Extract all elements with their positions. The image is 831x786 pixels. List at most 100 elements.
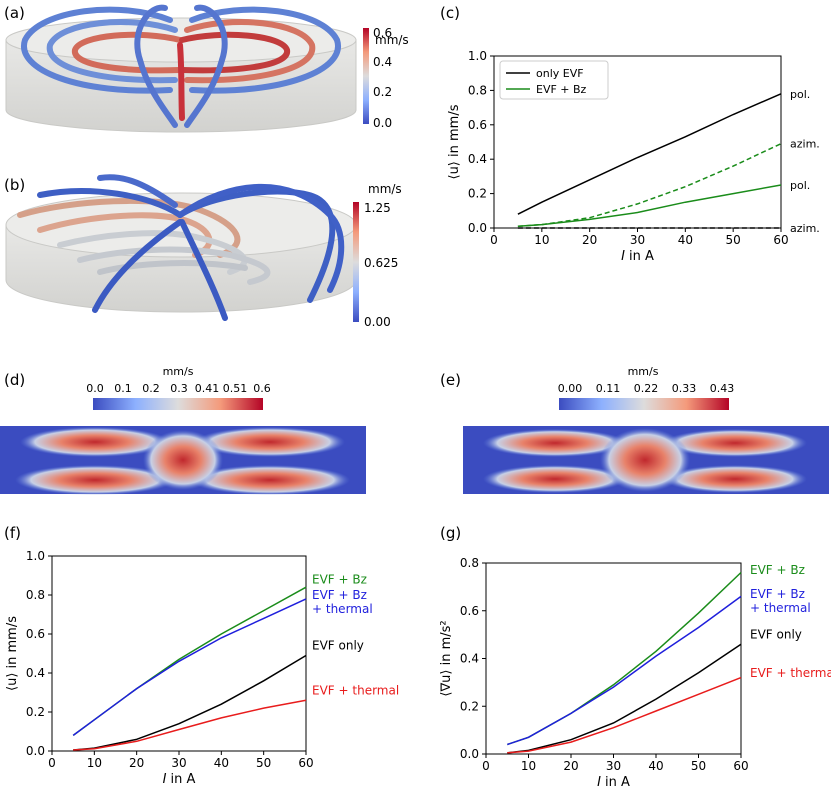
colorbar-a-tick-3: 0.0 [373,116,392,130]
annotation-c-3: azim. [790,222,820,235]
x-axis-label-f: I in A [163,772,196,786]
colorbar-a-tick-0: 0.6 [373,26,392,40]
y-tick-label-g-4: 0.8 [460,556,479,570]
colorbar-b-tick-1: 0.625 [364,256,398,270]
streamlines-a [21,4,341,128]
y-tick-label-c-0: 0.0 [468,221,487,235]
annotation-g-2-0: EVF only [750,628,802,642]
x-tick-label-c-5: 50 [726,233,741,247]
x-tick-label-f-3: 30 [171,756,186,770]
colorbar-d-tick-2: 0.2 [142,382,160,395]
colorbar-a-unit: mm/s [375,33,409,47]
x-tick-label-f-2: 20 [129,756,144,770]
colorbar-b: mm/s 1.25 0.625 0.00 [353,182,402,329]
series-line-c-0 [517,93,782,215]
colorbar-b-tick-0: 1.25 [364,201,391,215]
y-tick-label-g-3: 0.6 [460,604,479,618]
legend-label-c-1: EVF + Bz [536,83,587,96]
x-tick-label-c-4: 40 [678,233,693,247]
plot-frame-g [485,562,742,755]
colorbar-d: mm/s 0.0 0.1 0.2 0.3 0.41 0.51 0.6 [86,365,271,410]
series-line-c-2 [517,184,782,228]
x-tick-label-f-0: 0 [48,756,56,770]
colorbar-d-unit: mm/s [163,365,194,378]
x-tick-label-c-3: 30 [630,233,645,247]
panel-label-c: (c) [440,4,460,22]
annotation-f-1-0: EVF + Bz [312,588,367,602]
legend-label-c-0: only EVF [536,67,584,80]
y-tick-label-f-3: 0.6 [26,627,45,641]
x-tick-label-g-1: 10 [521,759,536,773]
colorbar-a-tick-1: 0.4 [373,55,392,69]
panel-a: (a) mm/s 0.6 0.4 0.2 0.0 [4,4,409,133]
panel-label-e: (e) [440,371,461,389]
annotation-c-0: pol. [790,88,810,101]
x-tick-label-g-5: 50 [691,759,706,773]
annotation-f-3-0: EVF + thermal [312,684,399,698]
colorbar-a-tick-2: 0.2 [373,85,392,99]
colorbar-b-tick-2: 0.00 [364,315,391,329]
x-tick-label-c-0: 0 [490,233,498,247]
annotation-g-0-0: EVF + Bz [750,563,805,577]
y-tick-label-g-0: 0.0 [460,747,479,761]
annotation-c-2: pol. [790,179,810,192]
panel-b: (b) mm/s 1.25 0.625 0.00 [4,174,402,329]
colorbar-d-tick-1: 0.1 [114,382,132,395]
x-tick-label-f-4: 40 [214,756,229,770]
y-tick-label-f-4: 0.8 [26,588,45,602]
x-tick-label-f-5: 50 [256,756,271,770]
series-line-g-2 [507,643,742,754]
panel-label-f: (f) [4,524,21,542]
x-tick-label-g-6: 60 [733,759,748,773]
colorbar-b-unit: mm/s [368,182,402,196]
colorbar-e-unit: mm/s [628,365,659,378]
x-tick-label-f-6: 60 [298,756,313,770]
annotation-g-3-0: EVF + thermal [750,666,831,680]
y-tick-label-c-5: 1.0 [468,49,487,63]
x-tick-label-g-3: 30 [606,759,621,773]
colorbar-e-tick-0: 0.00 [558,382,583,395]
colorbar-e: mm/s 0.00 0.11 0.22 0.33 0.43 [558,365,735,410]
x-axis-label-g: I in A [597,775,630,786]
x-tick-label-c-1: 10 [534,233,549,247]
colorbar-d-tick-6: 0.6 [253,382,271,395]
y-axis-label-f: ⟨u⟩ in mm/s [5,616,20,691]
y-tick-label-c-1: 0.2 [468,187,487,201]
series-line-g-3 [507,676,742,754]
series-line-f-0 [72,586,307,737]
y-tick-label-c-2: 0.4 [468,152,487,166]
panel-label-b: (b) [4,176,25,194]
y-tick-label-c-4: 0.8 [468,83,487,97]
streamlines-b [17,174,345,321]
annotation-g-1-1: + thermal [750,601,811,615]
series-line-f-1 [72,598,307,737]
series-line-g-1 [507,595,742,746]
colorbar-e-tick-4: 0.43 [710,382,735,395]
x-tick-label-c-2: 20 [582,233,597,247]
panel-label-a: (a) [4,4,25,22]
chart-f: (f) 0 10 20 30 40 50 60 0.0 0.2 0.4 0.6 0.8 1.0 I in … [4,524,399,786]
x-tick-label-g-2: 20 [563,759,578,773]
colorbar-d-tick-3: 0.3 [170,382,188,395]
colorbar-d-tick-0: 0.0 [86,382,104,395]
annotation-f-2-0: EVF only [312,639,364,653]
y-tick-label-f-0: 0.0 [26,744,45,758]
annotation-g-1-0: EVF + Bz [750,587,805,601]
panel-label-g: (g) [440,524,461,542]
colorbar-e-tick-2: 0.22 [634,382,659,395]
x-tick-label-g-4: 40 [648,759,663,773]
field-e [463,426,829,494]
series-line-f-3 [73,699,307,751]
x-tick-label-g-0: 0 [482,759,490,773]
chart-g: (g) 0 10 20 30 40 50 60 0.0 0.2 0.4 0.6 0.8 I in A ⟨∇… [439,524,831,786]
panel-label-d: (d) [4,371,25,389]
y-tick-label-c-3: 0.6 [468,118,487,132]
y-axis-label-c: ⟨u⟩ in mm/s [447,104,462,179]
plot-frame-f [51,555,307,752]
x-tick-label-f-1: 10 [87,756,102,770]
annotation-f-0-0: EVF + Bz [312,572,367,586]
panel-e: (e) mm/s 0.00 0.11 0.22 0.33 0.43 [440,365,829,494]
annotation-c-1: azim. [790,138,820,151]
x-axis-label-c: I in A [621,249,654,264]
